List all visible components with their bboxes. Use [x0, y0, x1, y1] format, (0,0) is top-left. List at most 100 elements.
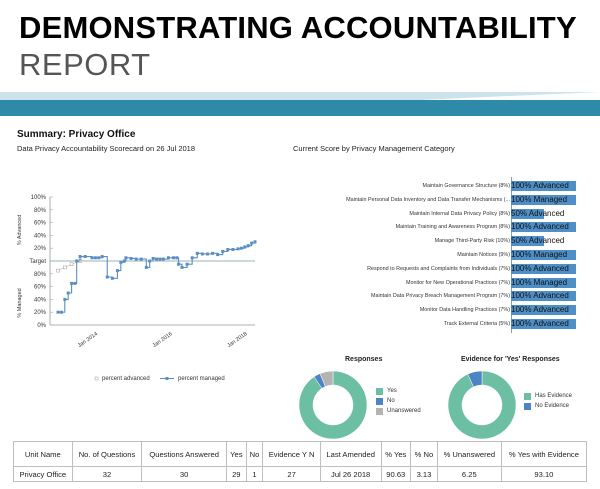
responses-donut-chart — [298, 370, 368, 440]
category-row: Maintain Notices (9%) 100% Managed — [290, 249, 590, 261]
data-point-percent-managed — [134, 257, 138, 261]
category-bar — [511, 291, 576, 302]
data-point-percent-managed — [63, 297, 67, 301]
y-tick-label: 80% — [34, 272, 47, 278]
category-value-label: 100% Advanced — [511, 263, 569, 273]
table-cell: 6.25 — [436, 466, 502, 482]
table-cell: 27 — [262, 466, 321, 482]
summary-table: Unit Name No. of Questions Questions Answe… — [13, 441, 588, 482]
category-label: Monitor Data Handling Practices (7%) — [419, 307, 510, 314]
legend-item: Yes — [376, 386, 421, 396]
data-point-percent-advanced — [69, 262, 74, 266]
category-value-label: 50% Advanced — [511, 236, 565, 246]
column-header: Last Amended — [319, 441, 382, 467]
data-point-percent-managed — [151, 256, 155, 260]
category-row: Monitor for New Operational Practices (7… — [290, 277, 590, 289]
data-point-percent-managed — [93, 256, 97, 260]
legend-swatch — [376, 387, 383, 395]
data-point-percent-managed — [250, 241, 254, 245]
data-point-percent-managed — [175, 256, 179, 260]
data-point-percent-managed — [236, 247, 240, 251]
evidence-legend: Has Evidence No Evidence — [524, 391, 572, 411]
evidence-donut-chart — [447, 370, 517, 440]
y-tick-label: 80% — [34, 208, 47, 214]
table-cell: 90.63 — [380, 466, 412, 482]
table-cell: Jul 26 2018 — [319, 466, 382, 482]
data-point-percent-managed — [119, 260, 123, 264]
data-point-percent-managed — [216, 253, 220, 257]
category-value-label: 100% Managed — [511, 194, 568, 204]
data-point-percent-managed — [211, 251, 215, 255]
data-point-percent-managed — [105, 275, 109, 279]
data-point-percent-advanced — [56, 268, 60, 273]
y-tick-label: 40% — [34, 297, 47, 303]
legend-label-percent-advanced: percent advanced — [102, 376, 150, 382]
legend-label: Yes — [387, 388, 397, 394]
category-label: Respond to Requests and Complaints from … — [367, 265, 510, 272]
data-point-percent-managed — [239, 246, 243, 250]
column-header: Yes — [225, 441, 247, 467]
data-point-percent-managed — [148, 259, 152, 263]
data-point-percent-managed — [195, 251, 199, 255]
ylabel-advanced: % Advanced — [17, 215, 23, 246]
data-point-percent-managed — [226, 247, 230, 251]
data-point-percent-managed — [124, 256, 128, 260]
category-row: Monitor Data Handling Practices (7%) 100%… — [290, 304, 590, 316]
data-point-percent-managed — [205, 252, 209, 256]
data-point-percent-managed — [171, 256, 175, 260]
table-cell: 93.10 — [500, 466, 588, 482]
scorecard-line-chart: % Advanced % Managed 100% 80% 60% 40% 20% Tar… — [17, 195, 257, 382]
report-title-line1: DEMONSTRATING ACCOUNTABILITY — [19, 10, 577, 45]
table-cell: 1 — [245, 466, 264, 482]
data-point-percent-managed — [155, 257, 158, 261]
data-point-percent-managed — [83, 255, 87, 259]
data-point-percent-managed — [73, 281, 77, 285]
category-row: Manage Third-Party Risk (10%) 50% Advance… — [290, 235, 590, 247]
data-point-percent-managed — [253, 240, 257, 244]
category-value-label: 100% Advanced — [511, 305, 569, 315]
category-bar — [511, 319, 576, 329]
summary-heading: Summary: Privacy Office — [17, 129, 136, 140]
legend-swatch — [376, 397, 383, 405]
category-row: Maintain Data Privacy Breach Management … — [290, 290, 590, 302]
category-label: Manage Third-Party Risk (10%) — [434, 238, 510, 245]
legend-swatch — [376, 407, 383, 415]
category-value-label: 100% Managed — [511, 250, 568, 259]
category-label: Track External Criteria (5%) — [443, 321, 510, 327]
legend-label: Unanswered — [387, 408, 421, 414]
category-value-label: 100% Managed — [511, 277, 568, 287]
x-tick-label: Jan 2016 — [152, 331, 174, 349]
legend-label-percent-managed: percent managed — [178, 376, 225, 382]
data-point-percent-managed — [70, 281, 74, 285]
data-point-percent-managed — [166, 256, 170, 260]
data-point-percent-managed — [100, 255, 104, 259]
category-label: Maintain Governance Structure (8%) — [422, 183, 511, 189]
column-header: % Yes — [380, 441, 412, 467]
evidence-chart-title: Evidence for 'Yes' Responses — [461, 356, 560, 363]
data-point-percent-managed — [59, 310, 63, 314]
legend-item: No Evidence — [524, 401, 572, 411]
y-tick-label: 20% — [34, 246, 47, 252]
category-bar — [511, 305, 576, 316]
scorecard-subtitle: Data Privacy Accountability Scorecard on… — [17, 144, 196, 153]
data-point-percent-managed — [144, 265, 148, 269]
data-point-percent-managed — [97, 256, 101, 260]
legend-item: Has Evidence — [524, 391, 572, 401]
data-point-percent-managed — [110, 276, 114, 280]
y-tick-label: 40% — [34, 233, 47, 239]
target-tick-label: Target — [29, 259, 46, 265]
category-label: Maintain Data Privacy Breach Management … — [370, 293, 510, 300]
data-point-percent-managed — [246, 244, 250, 248]
data-point-percent-managed — [221, 249, 225, 253]
column-header: No. of Questions — [71, 441, 143, 467]
responses-legend: Yes No Unanswered — [376, 386, 421, 416]
y-tick-label: 100% — [31, 195, 47, 201]
category-bar — [511, 181, 576, 191]
data-point-percent-managed — [115, 269, 119, 273]
data-point-percent-managed — [158, 257, 162, 261]
category-value-label: 100% Advanced — [511, 222, 569, 232]
column-header: % Unanswered — [436, 441, 502, 467]
category-bar — [511, 222, 576, 233]
category-bar — [511, 236, 544, 247]
legend-item: No — [376, 396, 421, 406]
